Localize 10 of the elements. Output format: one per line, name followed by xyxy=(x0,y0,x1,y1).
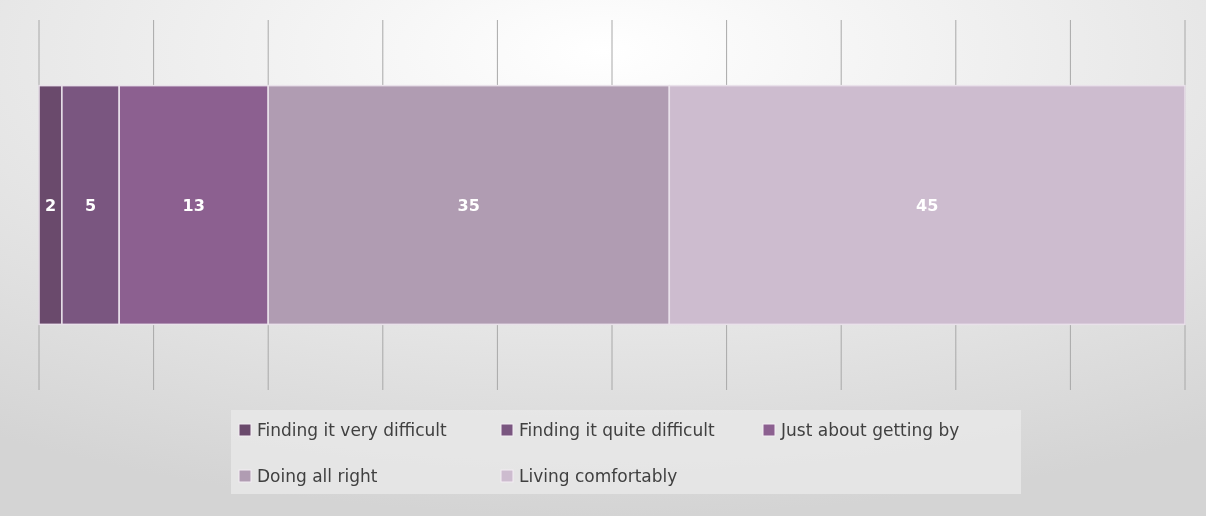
data-label: 13 xyxy=(182,195,205,215)
legend-label: Doing all right xyxy=(257,465,378,486)
data-label: 45 xyxy=(916,195,939,215)
legend-label: Finding it very difficult xyxy=(257,419,448,440)
legend-label: Finding it quite difficult xyxy=(519,419,715,440)
data-label: 2 xyxy=(44,195,57,215)
data-label: 5 xyxy=(85,195,97,215)
legend-label: Living comfortably xyxy=(519,465,678,486)
data-label: 35 xyxy=(457,195,480,215)
legend-label: Just about getting by xyxy=(780,419,960,440)
